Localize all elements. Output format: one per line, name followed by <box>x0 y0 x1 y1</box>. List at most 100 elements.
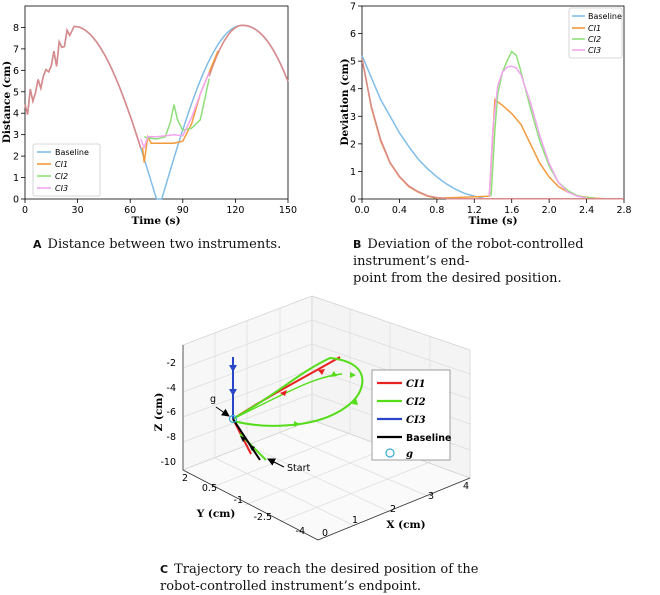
trajectory-ci2 <box>232 356 364 427</box>
y-tick-label: 0 <box>13 195 19 206</box>
trajectory-baseline <box>232 418 261 461</box>
y-tick-label: 5 <box>13 87 19 98</box>
series-line-ci-shared <box>24 25 142 149</box>
y-tick-label: 3 <box>350 112 356 123</box>
z-tick: -10 <box>160 457 176 468</box>
z-axis-label: Z (cm) <box>153 393 165 432</box>
y-tick-label: 1 <box>350 167 356 178</box>
annotation-start: Start <box>287 463 310 474</box>
z-ticks: -2 -4 -6 -8 -10 <box>160 358 176 468</box>
legend-label-baseline: Baseline <box>406 433 451 444</box>
arrow-marker <box>229 365 237 372</box>
arrow-marker <box>294 421 300 427</box>
caption-a: A Distance between two instruments. <box>33 236 333 253</box>
y-tick-label: 2 <box>13 152 19 163</box>
legend-label-ci2: CI2 <box>406 397 426 408</box>
y-tick-label: 3 <box>13 130 19 141</box>
y-axis-label: Distance (cm) <box>1 61 13 143</box>
x-tick-label: 0.4 <box>392 205 407 216</box>
y-tick-label: 5 <box>350 57 356 68</box>
x-tick-label: 0.0 <box>354 205 369 216</box>
y-tick-label: 0 <box>350 195 356 206</box>
legend-label-ci2: CI2 <box>55 172 68 181</box>
caption-letter: A <box>33 238 42 251</box>
z-tick: -8 <box>167 432 176 443</box>
goal-marker <box>228 414 238 424</box>
y-tick-label: 8 <box>13 23 19 34</box>
series-line-ci2 <box>490 50 596 200</box>
x-tick: 3 <box>428 491 434 502</box>
series-line-ci1 <box>361 58 606 200</box>
series-line-ci-shared <box>361 58 447 200</box>
legend-label-ci1: CI1 <box>588 24 601 33</box>
y-axis-label: Y (cm) <box>196 508 236 520</box>
x-tick-label: 1.2 <box>467 205 482 216</box>
y-ticks: 2 0.5 -1 -2.5 -4 <box>182 473 305 537</box>
legend-label-ci3: CI3 <box>55 184 68 193</box>
x-tick-label: 30 <box>72 205 84 216</box>
x-tick: 0 <box>322 528 328 539</box>
x-tick-label: 150 <box>279 205 297 216</box>
arrow-marker <box>318 369 325 375</box>
caption-c: C Trajectory to reach the desired positio… <box>160 561 500 595</box>
arrow-marker <box>352 398 358 405</box>
y-tick: 0.5 <box>202 483 217 494</box>
legend: CI1 CI2 CI3 Baseline g <box>371 369 451 461</box>
z-tick: -6 <box>167 407 176 418</box>
arrow-marker <box>249 445 255 451</box>
arrow-marker <box>350 372 356 378</box>
y-tick-label: 6 <box>13 66 19 77</box>
legend-label-ci1: CI1 <box>55 160 68 169</box>
x-tick-label: 0.8 <box>429 205 444 216</box>
series-line-ci1 <box>141 50 219 163</box>
y-tick: 2 <box>182 473 188 484</box>
series-line-ci-shared <box>208 24 289 82</box>
legend-label-g: g <box>406 449 413 460</box>
chart-distance: 0 30 60 90 120 150 0 1 2 3 4 5 6 7 8 Time (s) Distance… <box>1 5 297 227</box>
legend-label-ci3: CI3 <box>588 46 601 55</box>
z-tick: -2 <box>167 358 176 369</box>
y-tick-label: 2 <box>350 139 356 150</box>
x-axis-label: Time (s) <box>131 215 180 227</box>
legend-label-ci3: CI3 <box>406 415 426 426</box>
series-line-ci3 <box>488 65 587 199</box>
x-tick-label: 120 <box>226 205 244 216</box>
y-tick: -1 <box>234 495 243 506</box>
caption-b: B Deviation of the robot-controlled instr… <box>353 236 658 287</box>
y-tick: -4 <box>296 526 305 537</box>
annotation-g: g <box>210 394 216 405</box>
caption-letter: C <box>160 563 169 576</box>
x-tick: 2 <box>390 504 396 515</box>
series-line-baseline <box>361 55 484 199</box>
caption-text: point from the desired position. <box>353 271 562 286</box>
y-tick-label: 4 <box>350 84 356 95</box>
y-tick: -2.5 <box>253 512 272 523</box>
legend-label-baseline: Baseline <box>55 148 89 157</box>
y-tick-label: 4 <box>13 109 19 120</box>
chart-deviation: 0.0 0.4 0.8 1.2 1.6 2.0 2.4 2.8 0 1 2 3 4 5 6 7 Time (s… <box>339 2 632 228</box>
caption-text: robot-controlled instrument’s endpoint. <box>160 579 422 594</box>
series-line-ci3 <box>140 72 210 150</box>
y-tick-label: 1 <box>13 173 19 184</box>
x-tick-label: 1.6 <box>504 205 519 216</box>
arrow-marker <box>330 371 337 377</box>
y-tick-label: 7 <box>13 44 19 55</box>
y-tick-label: 6 <box>350 29 356 40</box>
x-tick-label: 2.8 <box>616 205 631 216</box>
caption-text: Trajectory to reach the desired position… <box>174 562 479 577</box>
legend: Baseline CI1 CI2 CI3 <box>568 7 623 59</box>
caption-letter: B <box>353 238 362 251</box>
y-tick-label: 7 <box>350 2 356 13</box>
y-axis-label: Deviation (cm) <box>339 58 351 145</box>
z-tick: -4 <box>167 383 176 394</box>
legend: Baseline CI1 CI2 CI3 <box>32 143 101 197</box>
x-axis-label: X (cm) <box>386 519 425 531</box>
legend-label-baseline: Baseline <box>588 12 622 21</box>
x-tick-label: 2.4 <box>579 205 594 216</box>
legend-swatch-g <box>385 448 395 458</box>
legend-label-ci2: CI2 <box>588 35 601 44</box>
x-tick-label: 60 <box>124 205 136 216</box>
legend-label-ci1: CI1 <box>406 379 426 390</box>
x-tick-label: 2.0 <box>542 205 557 216</box>
x-ticks: 0 1 2 3 4 <box>322 481 469 539</box>
